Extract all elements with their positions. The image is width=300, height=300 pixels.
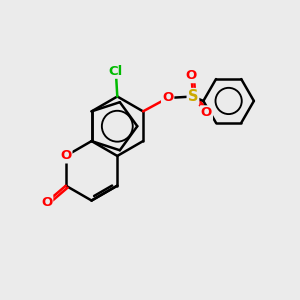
Text: S: S	[188, 89, 198, 104]
Text: Cl: Cl	[109, 65, 123, 78]
Text: O: O	[201, 106, 212, 119]
Text: O: O	[60, 149, 71, 162]
Text: O: O	[186, 69, 197, 82]
Text: O: O	[162, 92, 173, 104]
Text: O: O	[41, 196, 52, 208]
